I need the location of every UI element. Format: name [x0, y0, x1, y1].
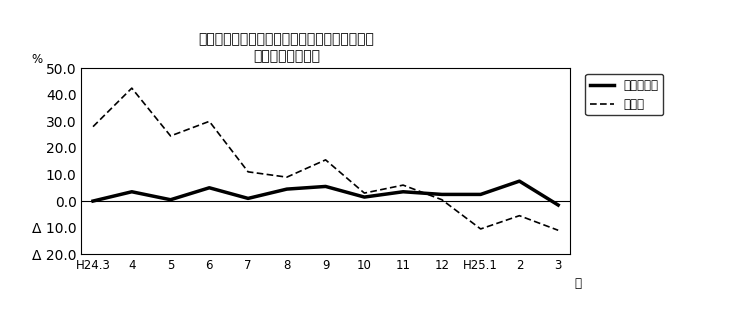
Text: %: %	[31, 53, 42, 66]
調査産業計	[89, 199, 98, 203]
Text: 月: 月	[575, 277, 582, 290]
調査産業計	[554, 203, 562, 207]
製造業	[243, 170, 252, 174]
調査産業計	[205, 186, 214, 190]
調査産業計	[127, 190, 136, 194]
製造業	[360, 191, 369, 195]
製造業	[515, 214, 524, 218]
製造業	[89, 125, 98, 129]
製造業	[554, 228, 562, 232]
調査産業計	[360, 195, 369, 199]
調査産業計	[321, 184, 330, 188]
Title: 第２図　所定外労働時間　対前年同月比の推移
（規横５人以上）: 第２図 所定外労働時間 対前年同月比の推移 （規横５人以上）	[198, 33, 374, 63]
調査産業計	[283, 187, 292, 191]
調査産業計	[437, 193, 446, 196]
製造業	[477, 227, 485, 231]
調査産業計	[477, 193, 485, 196]
製造業	[399, 183, 408, 187]
製造業	[321, 158, 330, 162]
調査産業計	[515, 179, 524, 183]
製造業	[205, 119, 214, 123]
製造業	[437, 198, 446, 202]
製造業	[283, 175, 292, 179]
製造業	[127, 86, 136, 90]
Line: 調査産業計: 調査産業計	[93, 181, 558, 205]
製造業	[166, 134, 175, 138]
調査産業計	[399, 190, 408, 194]
Line: 製造業: 製造業	[93, 88, 558, 230]
調査産業計	[243, 197, 252, 200]
Legend: 調査産業計, 製造業: 調査産業計, 製造業	[585, 74, 663, 115]
調査産業計	[166, 198, 175, 202]
